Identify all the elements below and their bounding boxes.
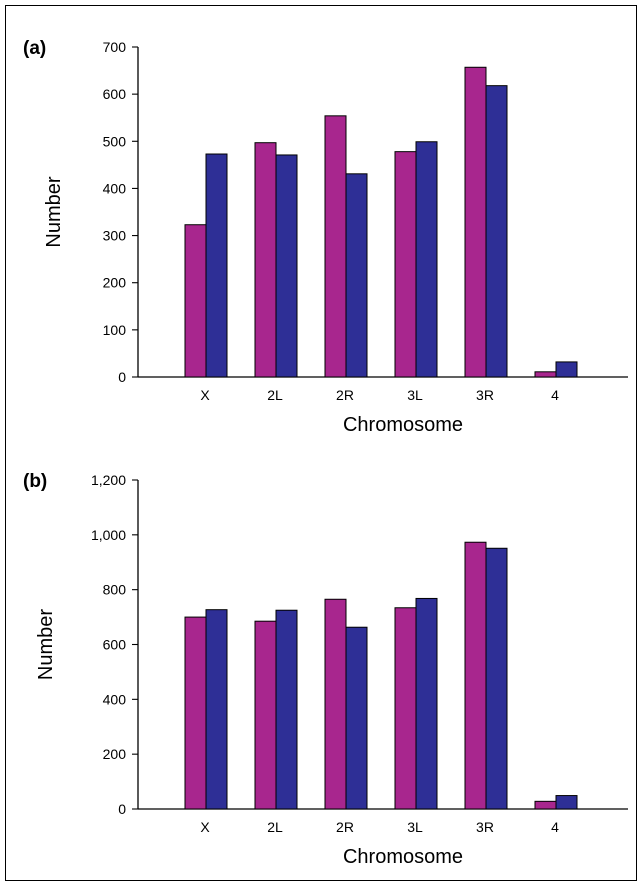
bar-series-2-X	[205, 153, 228, 378]
y-tick-label: 700	[103, 39, 127, 55]
x-tick-label: 3R	[476, 819, 494, 835]
bar-series-1-3R	[464, 541, 487, 810]
x-tick-label: 2R	[336, 819, 354, 835]
y-tick-label: 600	[103, 86, 127, 102]
x-axis-title: Chromosome	[343, 414, 463, 436]
bar-series-2-4	[555, 795, 578, 810]
bar-series-2-3L	[415, 141, 438, 378]
x-tick-label: 2L	[267, 819, 283, 835]
y-axis-title: Number	[35, 609, 57, 680]
bar-series-1-4	[534, 371, 557, 378]
panel-label: (b)	[23, 471, 47, 492]
y-tick-label: 400	[103, 180, 127, 196]
x-tick-label: 3L	[407, 387, 423, 403]
bar-series-2-2L	[275, 609, 298, 810]
x-tick-label: 4	[551, 819, 559, 835]
bar-series-1-X	[184, 224, 207, 378]
y-axis-title: Number	[43, 176, 65, 247]
x-tick-label: 4	[551, 387, 559, 403]
bar-series-2-2L	[275, 154, 298, 378]
bar-series-1-2R	[324, 598, 347, 810]
y-tick-label: 800	[103, 582, 127, 598]
y-tick-label: 0	[118, 369, 126, 385]
y-tick-label: 200	[103, 275, 127, 291]
bar-series-2-3R	[485, 547, 508, 810]
y-tick-label: 500	[103, 133, 127, 149]
figure-frame: (a) 0 100 200 300 400 500 600 700 X 2L 2R 3L 3R 4 Chrom…	[5, 5, 637, 881]
bar-series-2-4	[555, 361, 578, 378]
bar-series-1-X	[184, 616, 207, 810]
x-tick-label: 3L	[407, 819, 423, 835]
y-tick-label: 400	[103, 691, 127, 707]
x-tick-label: X	[200, 819, 210, 835]
bar-series-1-3L	[394, 151, 417, 378]
bar-series-2-2R	[345, 173, 368, 378]
chart-canvas: (a) 0 100 200 300 400 500 600 700 X 2L 2R 3L 3R 4 Chrom…	[23, 38, 628, 868]
bar-series-1-4	[534, 800, 557, 810]
x-tick-label: 3R	[476, 387, 494, 403]
x-tick-label: 2L	[267, 387, 283, 403]
y-tick-label: 200	[103, 746, 127, 762]
panel-label: (a)	[23, 38, 46, 59]
bar-series-2-X	[205, 609, 228, 810]
y-tick-label: 0	[118, 801, 126, 817]
x-axis-title: Chromosome	[343, 846, 463, 868]
bar-series-1-2L	[254, 620, 277, 810]
bar-series-2-2R	[345, 626, 368, 810]
bar-series-2-3R	[485, 85, 508, 378]
bar-series-1-3L	[394, 607, 417, 810]
bar-series-1-2L	[254, 142, 277, 378]
bar-series-1-2R	[324, 115, 347, 378]
bar-series-1-3R	[464, 66, 487, 378]
x-tick-label: X	[200, 387, 210, 403]
y-tick-label: 100	[103, 322, 127, 338]
bar-series-2-3L	[415, 597, 438, 810]
y-tick-label: 600	[103, 637, 127, 653]
y-tick-label: 1,000	[91, 527, 126, 543]
y-tick-label: 1,200	[91, 472, 126, 488]
y-tick-label: 300	[103, 228, 127, 244]
x-tick-label: 2R	[336, 387, 354, 403]
